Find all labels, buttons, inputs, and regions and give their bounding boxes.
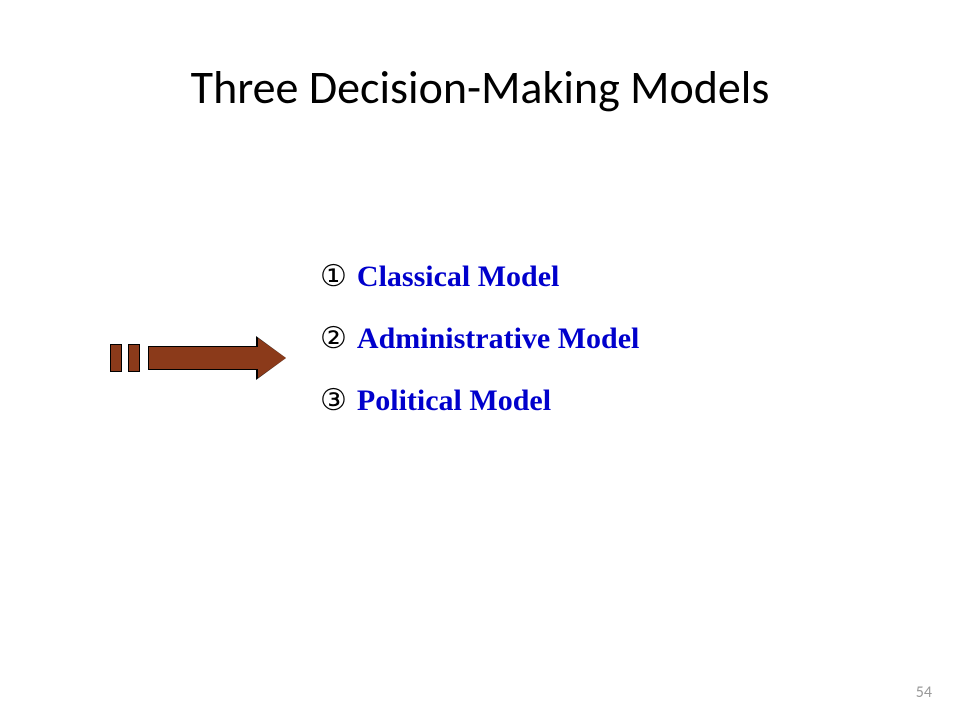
bullet-circled-three-icon: ③ bbox=[320, 386, 347, 416]
item-label: Classical Model bbox=[357, 260, 560, 294]
page-number: 54 bbox=[916, 683, 932, 702]
slide-title: Three Decision-Making Models bbox=[0, 60, 960, 116]
arrow-body-icon bbox=[148, 338, 286, 378]
list-item: ③ Political Model bbox=[320, 384, 639, 418]
arrow-head-icon bbox=[258, 338, 286, 378]
arrow-shaft-icon bbox=[148, 346, 258, 370]
item-label: Political Model bbox=[357, 384, 551, 418]
arrow-indicator bbox=[110, 338, 286, 378]
arrow-segment-icon bbox=[110, 344, 122, 372]
model-list: ① Classical Model ② Administrative Model… bbox=[320, 260, 639, 446]
item-label: Administrative Model bbox=[357, 322, 639, 356]
list-item: ② Administrative Model bbox=[320, 322, 639, 356]
arrow-segment-icon bbox=[128, 344, 140, 372]
bullet-circled-two-icon: ② bbox=[320, 324, 347, 354]
list-item: ① Classical Model bbox=[320, 260, 639, 294]
bullet-circled-one-icon: ① bbox=[320, 262, 347, 292]
